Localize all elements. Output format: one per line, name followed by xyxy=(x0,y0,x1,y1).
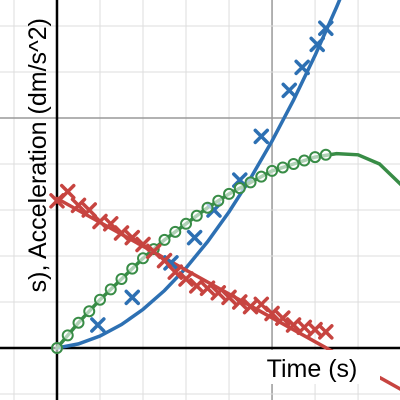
point xyxy=(276,161,289,174)
point xyxy=(221,289,237,306)
point xyxy=(135,236,151,253)
point xyxy=(212,194,225,207)
point xyxy=(50,342,63,355)
point xyxy=(59,183,76,200)
point xyxy=(90,317,106,333)
point xyxy=(264,305,280,322)
point xyxy=(158,233,171,246)
labels: Time (s) s), Acceleration (dm/s^2) xyxy=(24,18,380,384)
point xyxy=(244,176,257,189)
plot xyxy=(49,0,400,391)
point xyxy=(186,229,203,246)
point xyxy=(309,151,322,164)
point xyxy=(298,154,311,167)
point xyxy=(309,36,325,53)
point xyxy=(266,164,279,177)
label-bg xyxy=(244,350,380,384)
fit-curve xyxy=(55,0,342,350)
point xyxy=(104,283,117,296)
point xyxy=(167,264,184,280)
point xyxy=(199,280,216,296)
point xyxy=(124,229,141,246)
x-axis-label: Time (s) xyxy=(267,355,358,383)
point xyxy=(180,217,193,230)
point xyxy=(210,285,227,301)
point xyxy=(223,187,236,200)
point xyxy=(287,158,300,171)
point xyxy=(281,82,297,99)
point xyxy=(124,289,141,306)
point xyxy=(318,20,334,37)
point xyxy=(169,225,182,238)
point xyxy=(318,324,334,340)
point xyxy=(113,225,130,241)
point xyxy=(190,209,203,222)
point xyxy=(275,310,291,326)
point xyxy=(319,148,332,161)
point xyxy=(61,329,74,342)
point xyxy=(201,201,214,214)
point xyxy=(178,271,194,287)
point xyxy=(115,273,128,286)
point xyxy=(83,305,96,318)
point xyxy=(70,197,87,214)
point xyxy=(253,128,270,145)
point xyxy=(294,59,310,76)
point xyxy=(94,293,106,306)
point xyxy=(126,262,139,275)
point xyxy=(72,316,85,329)
point xyxy=(255,170,268,183)
point xyxy=(232,294,248,310)
y-axis-label: s), Acceleration (dm/s^2) xyxy=(24,18,52,292)
point xyxy=(233,182,246,195)
